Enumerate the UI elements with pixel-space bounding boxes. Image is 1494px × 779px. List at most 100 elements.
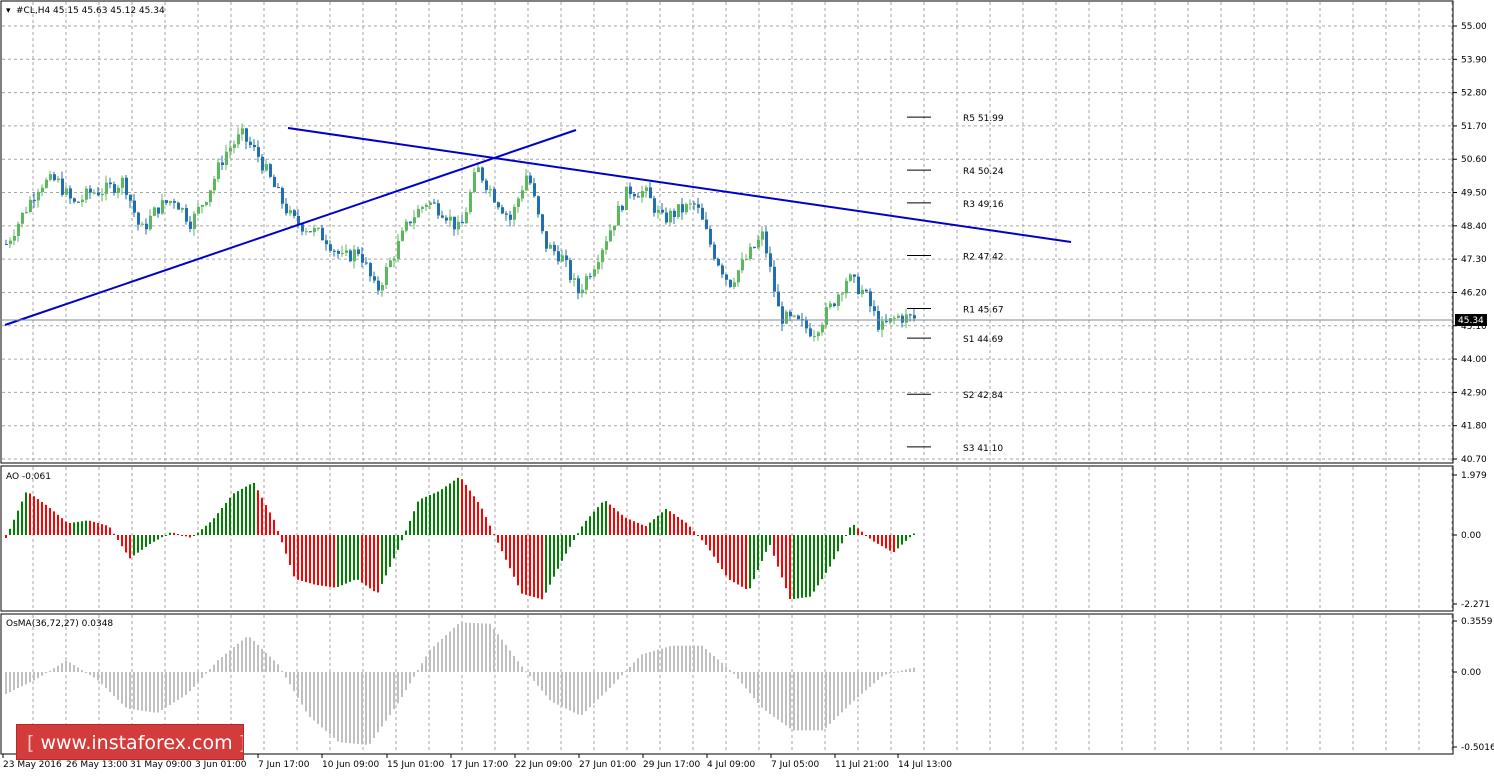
- osma-bar: [245, 637, 247, 672]
- trendlines[interactable]: [4, 127, 1072, 326]
- candle-body: [265, 164, 268, 171]
- ao-bar: [281, 535, 283, 543]
- ao-bar: [101, 524, 103, 535]
- ao-bar: [477, 501, 479, 535]
- osma-bar: [61, 663, 63, 672]
- ao-bar: [209, 522, 211, 535]
- ao-bar: [541, 535, 543, 600]
- ao-bar: [865, 535, 867, 536]
- candle-body: [373, 276, 376, 281]
- candle-body: [329, 244, 332, 251]
- candle-body: [57, 178, 60, 181]
- candle-body: [461, 221, 464, 224]
- time-label: 29 Jun 17:00: [643, 760, 700, 770]
- candle-body: [33, 199, 36, 201]
- price-axis: 55.00 53.90 52.80 51.70 50.60 49.50 48.40 47.30…: [1453, 22, 1487, 465]
- ao-bar: [565, 535, 567, 554]
- osma-bar: [817, 672, 819, 731]
- pivot-label: R2 47.42: [963, 253, 1004, 263]
- candle-body: [805, 320, 808, 329]
- ao-bar: [265, 505, 267, 535]
- osma-bar: [689, 645, 691, 672]
- price-label: 52.80: [1461, 89, 1487, 99]
- ao-bar: [801, 535, 803, 598]
- ao-bar: [121, 535, 123, 547]
- osma-bar: [605, 672, 607, 692]
- time-label: 7 Jun 17:00: [258, 760, 310, 770]
- main-pane[interactable]: [0, 0, 1454, 464]
- osma-bar: [421, 663, 423, 672]
- ao-bar: [273, 519, 275, 535]
- pivot-label: S2 42.84: [963, 391, 1003, 401]
- osma-bar: [429, 649, 431, 672]
- candle-body: [497, 202, 500, 208]
- osma-bar: [617, 672, 619, 680]
- ao-bar: [237, 491, 239, 535]
- ao-bar: [665, 508, 667, 535]
- ao-bar: [185, 535, 187, 537]
- ao-bar: [681, 519, 683, 535]
- candle-body: [69, 188, 72, 199]
- ao-bar: [173, 532, 175, 535]
- candle-body: [869, 291, 872, 307]
- ao-bar: [517, 535, 519, 586]
- osma-bar: [473, 622, 475, 672]
- ao-bar: [893, 535, 895, 552]
- osma-bar: [149, 672, 151, 712]
- osma-bar: [157, 672, 159, 713]
- osma-bar: [529, 672, 531, 677]
- osma-bar: [289, 672, 291, 685]
- candle-body: [597, 262, 600, 270]
- osma-bar: [765, 672, 767, 711]
- osma-bar: [897, 671, 899, 673]
- ao-bar: [853, 524, 855, 535]
- ao-bar: [613, 507, 615, 535]
- ao-bar: [669, 511, 671, 535]
- candle-body: [625, 186, 628, 211]
- price-label: 49.50: [1461, 189, 1487, 199]
- ao-bar: [357, 535, 359, 580]
- osma-bar: [165, 672, 167, 708]
- candle-body: [221, 162, 224, 165]
- candle-body: [609, 230, 612, 242]
- ao-bar: [817, 535, 819, 586]
- ao-bar: [481, 508, 483, 535]
- osma-bar: [357, 672, 359, 744]
- ao-bar: [905, 535, 907, 541]
- ao-bar: [105, 525, 107, 535]
- osma-bar: [485, 623, 487, 672]
- ao-bar: [61, 518, 63, 535]
- candle-body: [85, 188, 88, 200]
- osma-bar: [89, 672, 91, 676]
- osma-bar: [857, 672, 859, 698]
- candle-body: [865, 289, 868, 292]
- candle-body: [845, 280, 848, 294]
- candle-body: [489, 189, 492, 191]
- osma-bar: [633, 662, 635, 672]
- candle-body: [549, 244, 552, 249]
- candle-body: [397, 240, 400, 259]
- osma-bar: [161, 672, 163, 710]
- candle-body: [577, 278, 580, 294]
- candle-body: [317, 227, 320, 229]
- candle-body: [685, 204, 688, 213]
- osma-bar: [193, 672, 195, 687]
- ao-bar: [677, 516, 679, 535]
- ao-bar: [21, 501, 23, 535]
- candle-body: [589, 276, 592, 278]
- candle-body: [841, 293, 844, 295]
- osma-bar: [397, 672, 399, 704]
- candle-body: [405, 221, 408, 231]
- ao-bar: [705, 535, 707, 545]
- candle-body: [177, 202, 180, 210]
- candle-body: [41, 187, 44, 193]
- ao-bar: [285, 535, 287, 554]
- osma-bar: [261, 648, 263, 672]
- candle-body: [137, 212, 140, 225]
- candle-body: [213, 178, 216, 191]
- ao-bar: [469, 490, 471, 535]
- ao-bar: [721, 535, 723, 570]
- ao-bar: [601, 502, 603, 535]
